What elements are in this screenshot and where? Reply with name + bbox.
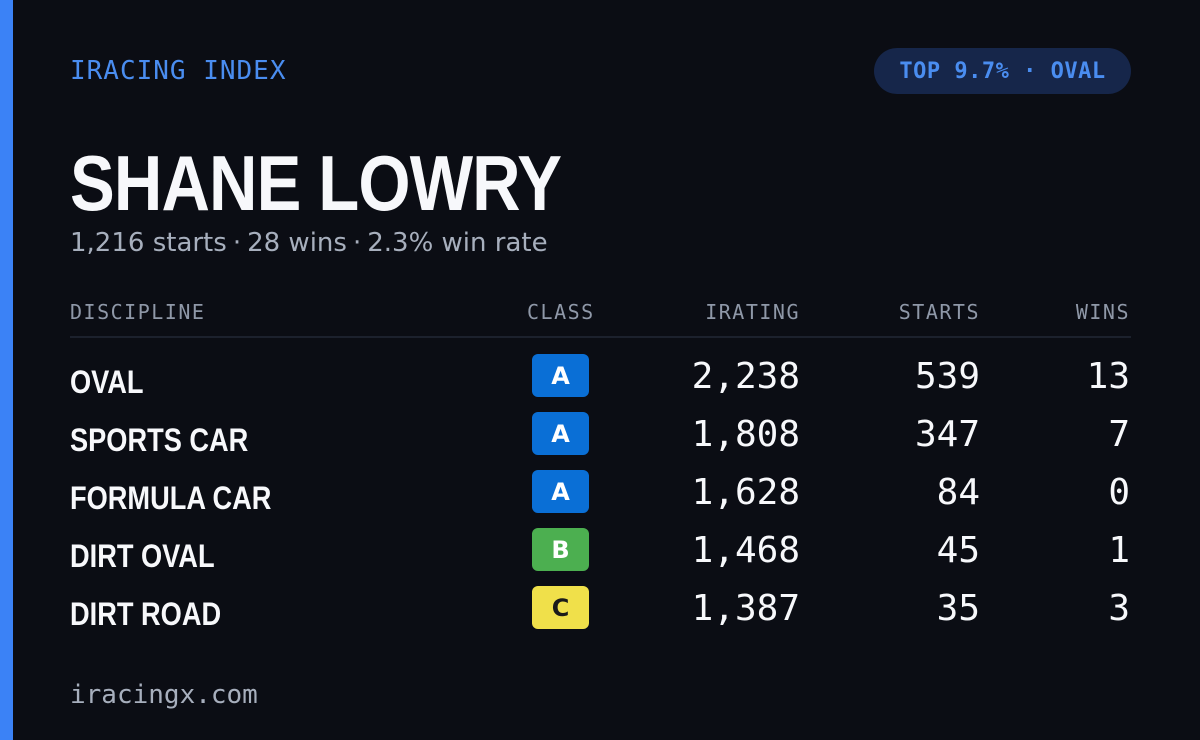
wins-value: 3 xyxy=(1108,588,1130,629)
driver-summary: 1,216 starts · 28 wins · 2.3% win rate xyxy=(70,228,548,258)
discipline-name: SPORTS CAR xyxy=(70,422,249,458)
wins-value: 0 xyxy=(1108,472,1130,513)
class-badge: A xyxy=(532,470,589,513)
class-badge: C xyxy=(532,586,589,629)
irating-value: 1,628 xyxy=(691,472,800,513)
table-row: DIRT OVAL B 1,468 45 1 xyxy=(0,528,1200,586)
summary-separator: · xyxy=(352,228,362,258)
discipline-name: DIRT OVAL xyxy=(70,538,215,574)
footer-site: iracingx.com xyxy=(70,680,258,710)
starts-value: 45 xyxy=(936,530,980,571)
discipline-name: OVAL xyxy=(70,364,144,400)
discipline-name: FORMULA CAR xyxy=(70,480,272,516)
header-starts: STARTS xyxy=(898,300,980,324)
class-badge: B xyxy=(532,528,589,571)
table-row: SPORTS CAR A 1,808 347 7 xyxy=(0,412,1200,470)
table-row: FORMULA CAR A 1,628 84 0 xyxy=(0,470,1200,528)
starts-value: 84 xyxy=(936,472,980,513)
header-class: CLASS xyxy=(527,300,595,324)
header-discipline: DISCIPLINE xyxy=(70,300,206,324)
starts-value: 539 xyxy=(914,356,980,397)
class-badge: A xyxy=(532,354,589,397)
irating-value: 1,468 xyxy=(691,530,800,571)
starts-value: 347 xyxy=(914,414,980,455)
header-irating: IRATING xyxy=(705,300,800,324)
summary-starts: 1,216 starts xyxy=(70,228,227,258)
table-row: DIRT ROAD C 1,387 35 3 xyxy=(0,586,1200,644)
starts-value: 35 xyxy=(936,588,980,629)
header-wins: WINS xyxy=(1075,300,1130,324)
irating-value: 2,238 xyxy=(691,356,800,397)
summary-wins: 28 wins xyxy=(247,228,347,258)
rank-badge: TOP 9.7% · OVAL xyxy=(874,48,1131,94)
wins-value: 1 xyxy=(1108,530,1130,571)
class-badge: A xyxy=(532,412,589,455)
accent-bar xyxy=(0,0,13,740)
table-header: DISCIPLINE CLASS IRATING STARTS WINS xyxy=(0,300,1200,328)
brand-label: IRACING INDEX xyxy=(70,56,287,86)
irating-value: 1,387 xyxy=(691,588,800,629)
summary-win-rate: 2.3% win rate xyxy=(367,228,548,258)
header-divider xyxy=(70,336,1131,338)
summary-separator: · xyxy=(232,228,242,258)
wins-value: 7 xyxy=(1108,414,1130,455)
driver-name: SHANE LOWRY xyxy=(70,139,562,227)
irating-value: 1,808 xyxy=(691,414,800,455)
wins-value: 13 xyxy=(1086,356,1130,397)
table-row: OVAL A 2,238 539 13 xyxy=(0,354,1200,412)
discipline-name: DIRT ROAD xyxy=(70,596,222,632)
